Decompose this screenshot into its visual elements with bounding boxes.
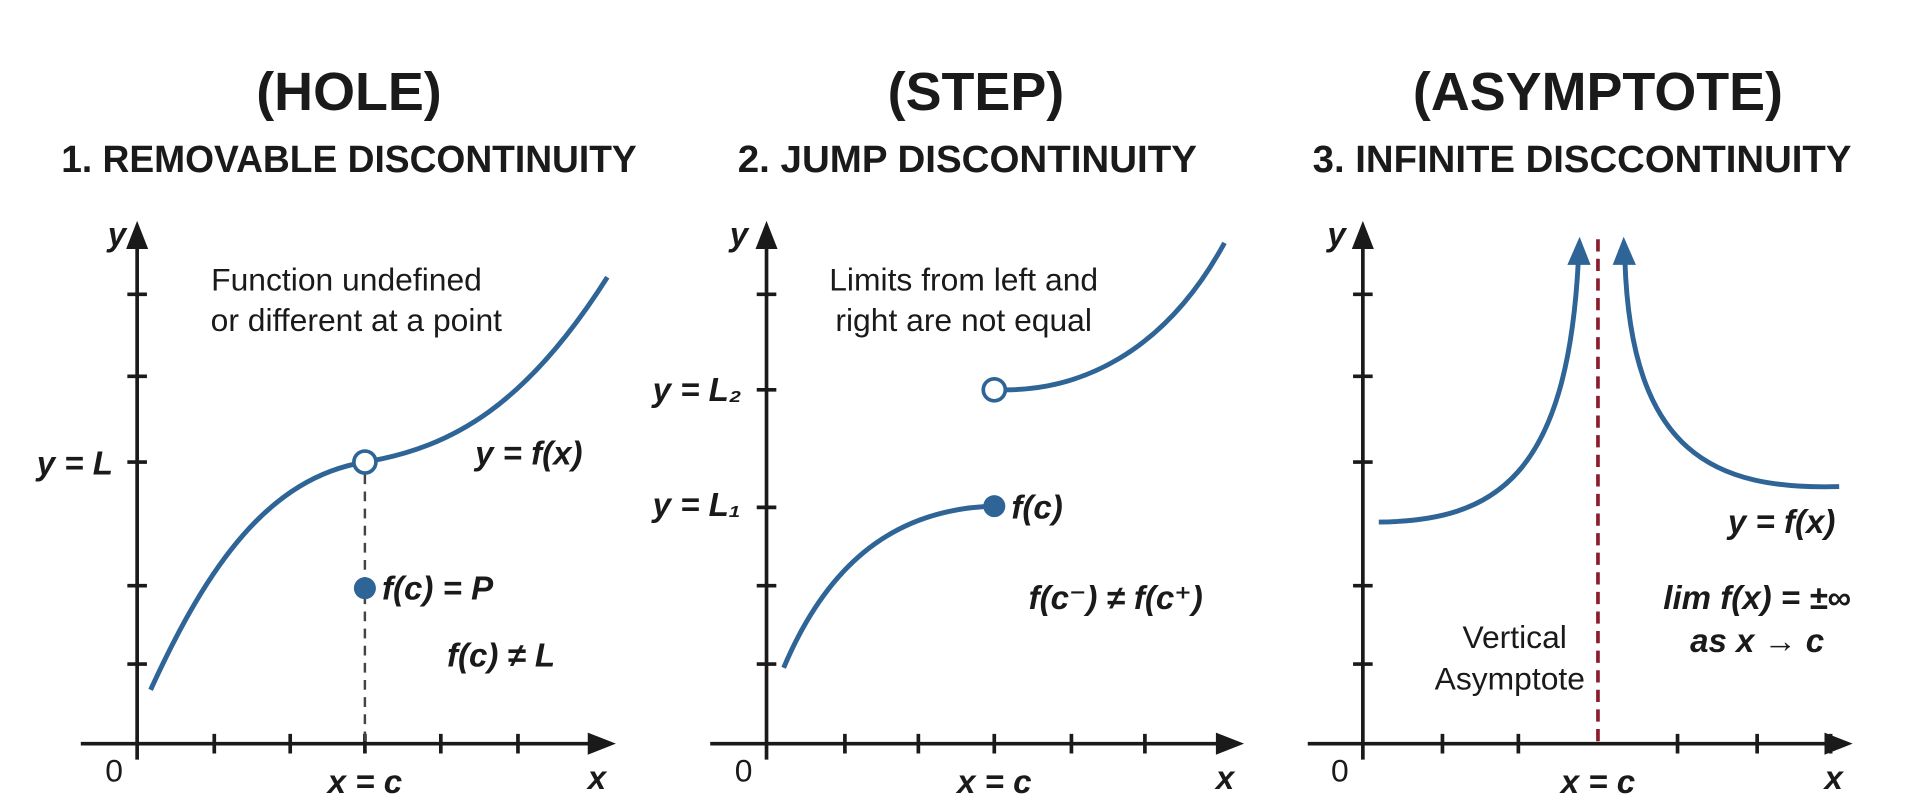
axis-arrow [755,220,778,249]
axis-label: y [728,216,750,253]
axis-arrow [1351,220,1374,249]
heading: (HOLE) [256,62,441,122]
panel-jump: (STEP) 2. JUMP DISCONTINUITY y 0 x Limit… [651,62,1245,801]
hole [981,376,1008,403]
axis-label: x [1822,760,1844,797]
label: f(c) ≠ L [447,638,555,675]
heading: (STEP) [888,62,1065,122]
curve [1622,259,1840,490]
curve [781,503,995,669]
panel-removable: (HOLE) 1. REMOVABLE DISCONTINUITY y 0 x … [35,62,637,801]
panel-infinite: (ASYMPTOTE) 3. INFINITE DISCCONTINUITY y… [1307,62,1853,801]
description: Vertical [1463,619,1567,655]
curve [1378,259,1581,525]
label: y = f(x) [1726,504,1835,541]
axis-arrow [1824,732,1853,755]
hole [352,449,378,475]
ticks [127,292,520,754]
axis-label: y [106,216,128,253]
origin: 0 [735,752,753,788]
label: x = c [1559,764,1635,801]
axis-label: x [586,760,608,797]
axis-arrow [126,220,149,249]
label: lim f(x) = ±∞ [1663,580,1851,617]
axis-arrow [587,732,616,755]
description: Limits from left and [829,261,1098,297]
title: 2. JUMP DISCONTINUITY [738,139,1197,181]
label: y = f(x) [473,436,582,473]
label: f(c) [1011,490,1062,527]
label: x = c [326,764,402,801]
origin: 0 [105,752,123,788]
ticks [1353,292,1833,754]
description: or different at a point [211,302,503,338]
label: as x → c [1690,623,1824,660]
label: y = L [35,445,113,482]
title: 1. REMOVABLE DISCONTINUITY [61,139,637,181]
point [983,495,1006,518]
axis-label: y [1325,216,1347,253]
label: y = L₁ [651,487,741,524]
point [353,577,376,600]
curve-arrow [1567,236,1591,265]
description: right are not equal [835,302,1092,338]
label: y = L₂ [651,372,742,409]
description: Asymptote [1435,661,1585,697]
curve [1005,241,1227,393]
axis-label: x [1214,760,1236,797]
heading: (ASYMPTOTE) [1413,62,1783,122]
origin: 0 [1331,752,1349,788]
title: 3. INFINITE DISCCONTINUITY [1313,139,1852,181]
axis-arrow [1215,732,1245,755]
curve [148,275,610,691]
ticks [756,292,1147,754]
label: x = c [955,764,1031,801]
description: Function undefined [211,261,482,297]
label: f(c) = P [382,570,494,607]
label: f(c⁻) ≠ f(c⁺) [1029,580,1203,617]
curve-arrow [1612,236,1636,265]
